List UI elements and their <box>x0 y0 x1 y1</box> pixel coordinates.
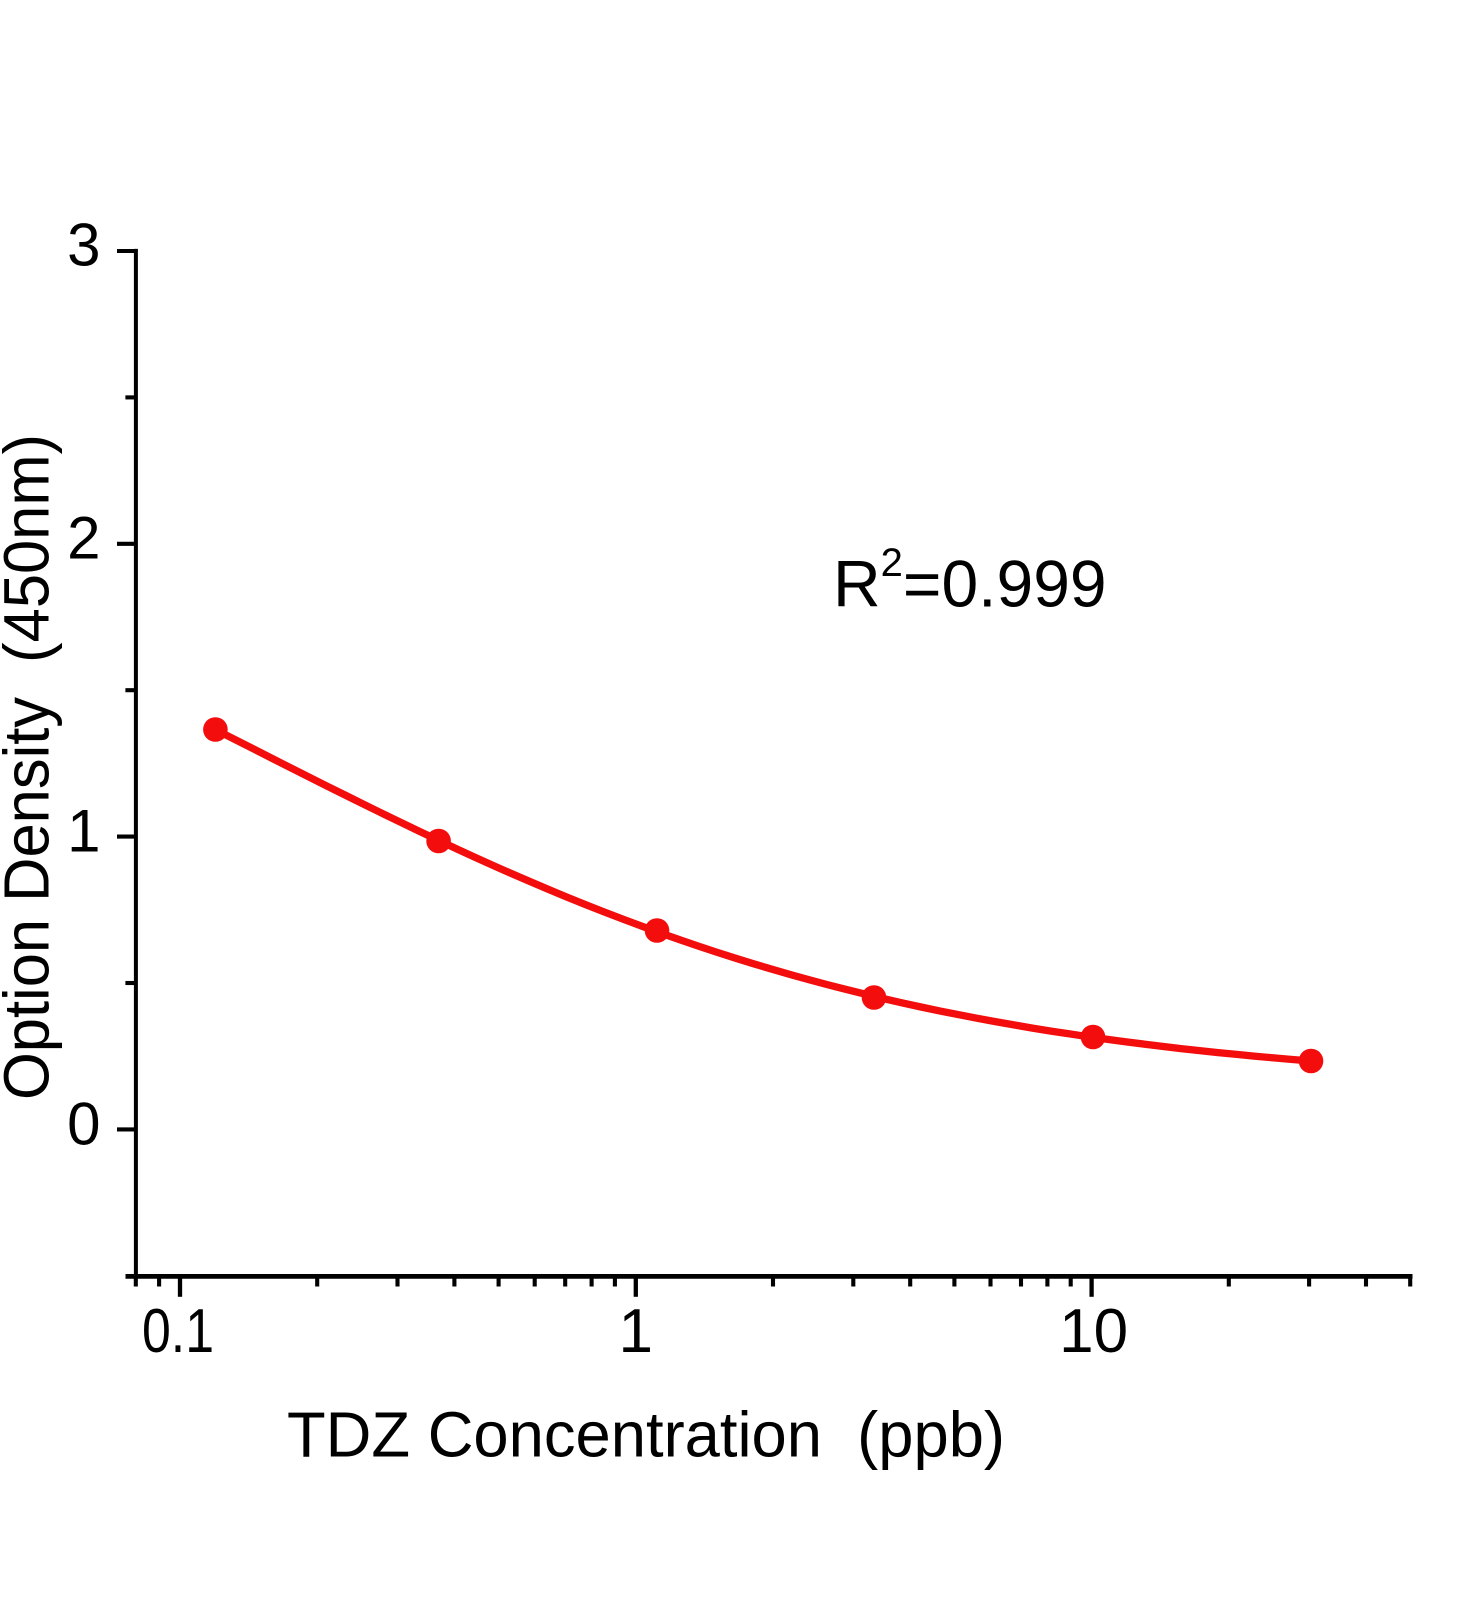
svg-text:0: 0 <box>67 1090 100 1157</box>
svg-text:3: 3 <box>67 212 100 279</box>
svg-text:10: 10 <box>1059 1297 1128 1366</box>
svg-text:0.1: 0.1 <box>142 1297 214 1366</box>
svg-text:TDZ Concentration (ppb): TDZ Concentration (ppb) <box>287 1398 1005 1470</box>
svg-text:2: 2 <box>67 504 100 571</box>
svg-text:R2=0.999: R2=0.999 <box>833 541 1107 620</box>
svg-text:Option Density (450nm): Option Density (450nm) <box>0 434 62 1100</box>
svg-text:1: 1 <box>619 1297 653 1366</box>
svg-text:1: 1 <box>67 797 100 864</box>
